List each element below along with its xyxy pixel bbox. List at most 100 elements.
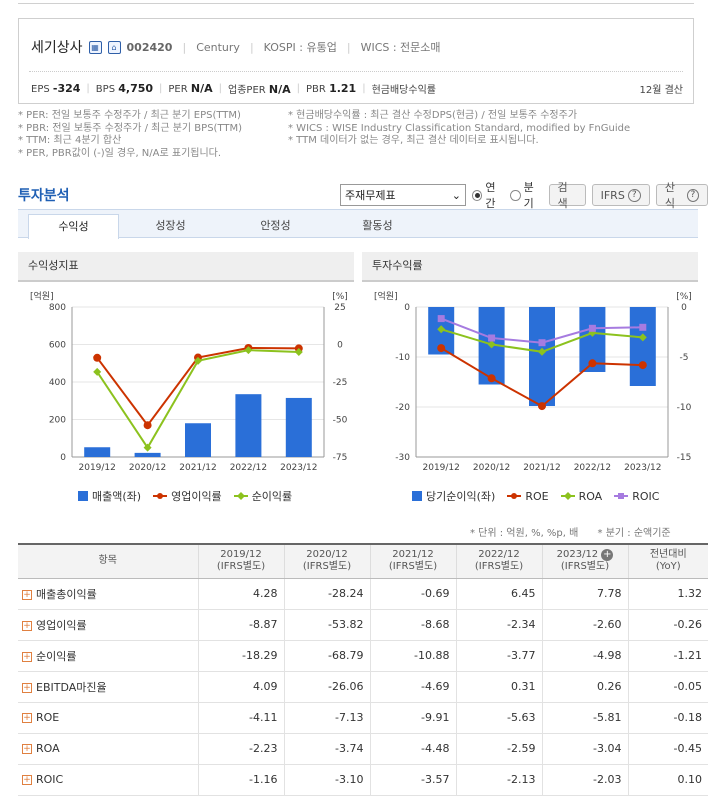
legend-item-net-income[interactable]: 당기순이익(좌) <box>412 488 495 504</box>
table-cell: -2.60 <box>541 609 628 641</box>
right-tick-label: -5 <box>680 353 689 363</box>
right-tick-label: -75 <box>333 453 348 463</box>
tab-growth[interactable]: 성장성 <box>155 219 186 232</box>
legend-label: ROA <box>578 489 603 503</box>
point <box>538 347 546 356</box>
table-cell: -53.82 <box>283 609 370 641</box>
tab-profitability[interactable]: 수익성 <box>28 214 119 239</box>
legend-label: 순이익률 <box>251 490 293 503</box>
radio-quarter[interactable]: 분기 <box>510 179 542 211</box>
legend-item-net-margin[interactable]: 순이익률 <box>233 488 293 504</box>
point <box>244 346 253 355</box>
legend-item-sales[interactable]: 매출액(좌) <box>78 488 141 504</box>
formula-help-button[interactable]: 산식 ? <box>655 181 708 210</box>
table-header-col: 2023/12 + (IFRS별도) <box>541 543 628 579</box>
table-cell: -68.79 <box>283 640 370 672</box>
return-legend: 당기순이익(좌) ROE ROA ROIC <box>412 488 659 504</box>
table-row-label-cell[interactable]: + ROE <box>18 702 198 734</box>
building-icon[interactable]: ▦ <box>88 40 102 54</box>
bar <box>134 452 161 457</box>
table-cell: -18.29 <box>197 640 284 672</box>
legend-item-roic[interactable]: ROIC <box>614 490 659 503</box>
table-row: + ROA -2.23 -3.74 -4.48 -2.59 -3.04 -0.45 <box>18 733 708 765</box>
table-cell: -4.48 <box>369 733 456 765</box>
table-row-label-cell[interactable]: + 순이익률 <box>18 640 198 672</box>
chart-title-profitability: 수익성지표 <box>18 252 354 282</box>
table-cell: 0.31 <box>455 671 542 703</box>
statement-select[interactable]: 주재무제표 ⌄ <box>340 184 466 206</box>
add-column-icon[interactable]: + <box>601 549 614 562</box>
legend-item-op-margin[interactable]: 영업이익률 <box>153 488 222 504</box>
table-row-label: 매출총이익률 <box>36 587 97 601</box>
table-cell: -3.57 <box>369 764 456 796</box>
ifrs-help-button[interactable]: IFRS ? <box>591 184 650 206</box>
footnotes-right: * 현금배당수익률 : 최근 결산 수정DPS(현금) / 전일 보통주 수정주… <box>288 110 630 148</box>
legend-item-roe[interactable]: ROE <box>507 489 549 503</box>
table-cell: -2.23 <box>197 733 284 765</box>
table-row: + 영업이익률 -8.87 -53.82 -8.68 -2.34 -2.60 -0.26 <box>18 609 708 641</box>
table-row-label-cell[interactable]: + 매출총이익률 <box>18 578 198 610</box>
point <box>538 339 546 347</box>
table-header-col: 2022/12 (IFRS별도) <box>455 543 542 579</box>
legend-label: ROE <box>525 489 549 503</box>
legend-label: 매출액(좌) <box>92 490 142 503</box>
legend-swatch <box>412 491 422 501</box>
table-cell: -1.16 <box>197 764 284 796</box>
analysis-tabs: 수익성 성장성 안정성 활동성 <box>18 209 698 239</box>
table-row-label-cell[interactable]: + EBITDA마진율 <box>18 671 198 703</box>
expand-icon[interactable]: + <box>22 682 32 693</box>
point <box>194 356 202 365</box>
expand-icon[interactable]: + <box>22 620 32 631</box>
legend-label: ROIC <box>632 489 660 503</box>
table-cell: -26.06 <box>283 671 370 703</box>
left-tick-label: 0 <box>60 453 66 463</box>
x-tick-label: 2022/12 <box>230 463 267 473</box>
search-button[interactable]: 검색 <box>548 181 586 210</box>
table-cell: -5.63 <box>455 702 542 734</box>
table-cell: -7.13 <box>283 702 370 734</box>
home-icon[interactable]: ⌂ <box>107 40 121 54</box>
right-tick-label: 0 <box>681 303 687 313</box>
table-cell: 6.45 <box>455 578 542 610</box>
expand-icon[interactable]: + <box>22 713 32 723</box>
point <box>294 347 303 356</box>
radio-annual[interactable]: 연간 <box>471 179 504 211</box>
table-row-label-cell[interactable]: + ROIC <box>18 764 198 796</box>
chart-title-return: 투자수익률 <box>362 252 698 282</box>
point <box>93 367 102 376</box>
table-cell: -3.04 <box>541 733 628 765</box>
table-cell: 7.78 <box>541 578 628 610</box>
metric-eps: EPS -324 <box>31 82 81 95</box>
expand-icon[interactable]: + <box>22 744 32 754</box>
table-cell: -4.11 <box>197 702 284 734</box>
table-row-label-cell[interactable]: + 영업이익률 <box>18 609 198 641</box>
point <box>437 315 445 323</box>
left-tick-label: 200 <box>49 416 66 426</box>
expand-icon[interactable]: + <box>22 775 32 785</box>
footnote: * WICS : WISE Industry Classification St… <box>288 122 631 134</box>
right-tick-label: -50 <box>333 416 348 426</box>
table-cell: -0.69 <box>369 578 456 610</box>
table-cell: -2.34 <box>455 609 542 641</box>
point <box>487 340 496 349</box>
tab-activity[interactable]: 활동성 <box>362 219 393 232</box>
statement-select-value: 주재무제표 <box>345 189 396 202</box>
table-row: + 순이익률 -18.29 -68.79 -10.88 -3.77 -4.98 -1.21 <box>18 640 708 672</box>
wics-label: WICS : 전문소매 <box>360 41 441 54</box>
table-row-label-cell[interactable]: + ROA <box>18 733 198 765</box>
bar <box>529 307 555 406</box>
table-cell: -2.13 <box>455 764 542 796</box>
bar <box>629 307 656 386</box>
left-axis-unit: [억원] <box>30 290 54 302</box>
legend-item-roa[interactable]: ROA <box>560 489 603 503</box>
profitability-table: 항목 2019/12 (IFRS별도) 2020/12 (IFRS별도) 2021/… <box>18 543 708 796</box>
radio-annual-dot[interactable] <box>471 189 483 201</box>
expand-icon[interactable]: + <box>22 589 32 600</box>
radio-quarter-dot[interactable] <box>510 189 521 201</box>
expand-icon[interactable]: + <box>22 651 32 662</box>
x-tick-label: 2022/12 <box>574 463 611 473</box>
tab-stability[interactable]: 안정성 <box>260 219 291 232</box>
table-row-label: EBITDA마진율 <box>36 680 107 694</box>
table-cell: -0.45 <box>627 733 708 765</box>
table-cell: -5.81 <box>541 702 628 734</box>
